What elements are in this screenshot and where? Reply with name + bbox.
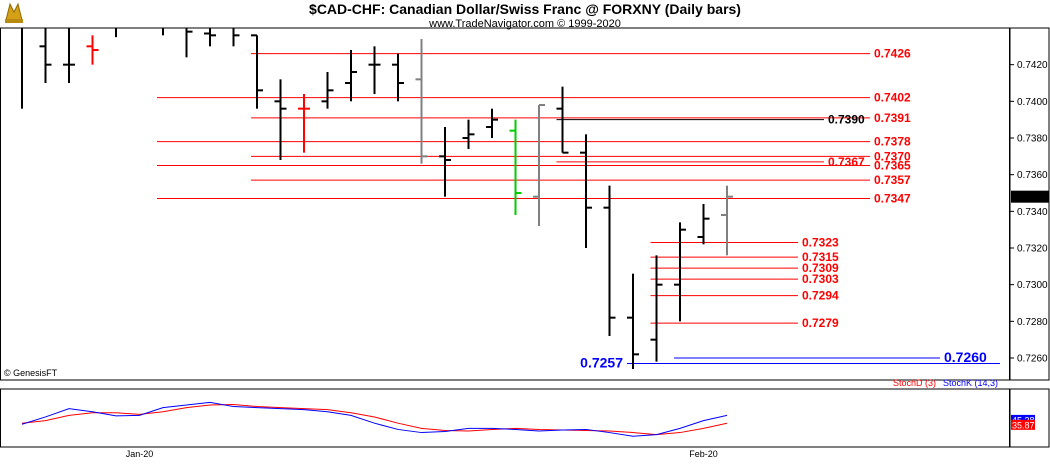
stochastic-lines xyxy=(21,401,728,437)
y-tick-label: 0.7340 xyxy=(1017,207,1048,218)
level-label: 0.7309 xyxy=(802,261,839,275)
last-price-marker: 0.7348 xyxy=(1011,190,1049,203)
y-axis-ticks: 0.7420 0.7400 0.7380 0.7360 0.7340 0.7320 0.73… xyxy=(1010,60,1048,365)
y-tick-label: 0.7280 xyxy=(1017,317,1048,328)
level-label: 0.7370 xyxy=(874,149,911,163)
level-label: 0.7260 xyxy=(944,349,987,365)
level-label: 0.7357 xyxy=(874,173,911,187)
level-label: 0.7390 xyxy=(828,113,865,127)
trade-navigator-logo-icon xyxy=(5,2,23,23)
x-axis-label: Feb-20 xyxy=(689,449,718,459)
x-axis-labels: Jan-20 Feb-20 xyxy=(126,449,718,459)
stoch-d-last-box xyxy=(1011,419,1035,430)
stochastic-legend: StochD (3)StochK (14,3)45.3835.87 xyxy=(893,378,1035,430)
level-label: 0.7365 xyxy=(874,159,911,173)
stoch-d-last-label: 35.87 xyxy=(1012,420,1035,430)
stoch-legend-entry: StochD (3) xyxy=(893,378,936,388)
level-label: 0.7323 xyxy=(802,236,839,250)
copyright-label: © GenesisFT xyxy=(4,368,58,378)
ohlc-bars xyxy=(21,28,733,369)
level-label: 0.7303 xyxy=(802,272,839,286)
y-tick-label: 0.7300 xyxy=(1017,280,1048,291)
stoch-legend-entry: StochK (14,3) xyxy=(943,378,998,388)
last-price-box xyxy=(1011,190,1049,203)
last-price-label: 0.7348 xyxy=(1013,192,1044,203)
level-label: 0.7315 xyxy=(802,250,839,264)
y-tick-label: 0.7320 xyxy=(1017,244,1048,255)
level-label: 0.7391 xyxy=(874,111,911,125)
chart-subtitle: www.TradeNavigator.com © 1999-2020 xyxy=(428,18,621,30)
y-tick-label: 0.7360 xyxy=(1017,170,1048,181)
x-axis-label: Jan-20 xyxy=(126,449,154,459)
y-tick-label: 0.7380 xyxy=(1017,134,1048,145)
level-label: 0.7426 xyxy=(874,47,911,61)
chart-title: $CAD-CHF: Canadian Dollar/Swiss Franc @ … xyxy=(309,1,741,17)
stoch-k-line xyxy=(21,401,728,437)
stoch-d-line xyxy=(21,403,728,436)
price-axis-panel xyxy=(1009,27,1050,381)
y-tick-label: 0.7260 xyxy=(1017,354,1048,365)
y-tick-label: 0.7420 xyxy=(1017,60,1048,71)
level-label: 0.7347 xyxy=(874,192,911,206)
level-label: 0.7257 xyxy=(580,355,623,371)
level-label: 0.7294 xyxy=(802,289,839,303)
level-label: 0.7279 xyxy=(802,316,839,330)
level-label: 0.7378 xyxy=(874,135,911,149)
level-label: 0.7367 xyxy=(828,155,865,169)
price-levels: 0.74260.74020.73910.73900.73780.73700.73… xyxy=(157,47,1000,371)
level-label: 0.7402 xyxy=(874,91,911,105)
y-tick-label: 0.7400 xyxy=(1017,97,1048,108)
